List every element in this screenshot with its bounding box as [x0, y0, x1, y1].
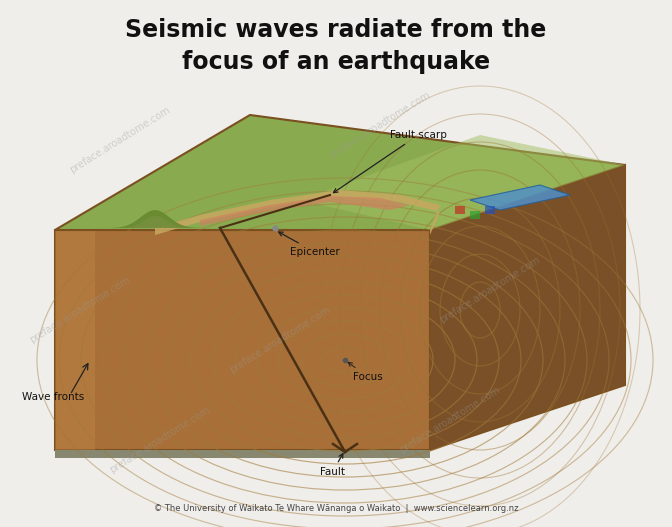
- Text: preface.aroadtome.com: preface.aroadtome.com: [398, 385, 502, 455]
- Polygon shape: [485, 206, 495, 214]
- Polygon shape: [455, 206, 465, 214]
- Text: preface.aroadtome.com: preface.aroadtome.com: [68, 105, 172, 175]
- Polygon shape: [55, 115, 625, 230]
- Text: © The University of Waikato Te Whare Wānanga o Waikato  |  www.sciencelearn.org.: © The University of Waikato Te Whare Wān…: [154, 504, 518, 513]
- Text: focus of an earthquake: focus of an earthquake: [182, 50, 490, 74]
- Text: Focus: Focus: [348, 362, 383, 382]
- Text: Fault: Fault: [320, 454, 345, 477]
- Polygon shape: [470, 185, 570, 210]
- Polygon shape: [200, 196, 410, 226]
- Text: Wave fronts: Wave fronts: [22, 392, 84, 402]
- Text: preface.aroadtome.com: preface.aroadtome.com: [28, 275, 132, 345]
- Polygon shape: [55, 230, 430, 450]
- Text: preface.aroadtome.com: preface.aroadtome.com: [228, 305, 332, 375]
- Polygon shape: [155, 190, 440, 235]
- Text: Fault scarp: Fault scarp: [333, 130, 447, 193]
- Polygon shape: [55, 230, 430, 450]
- Polygon shape: [100, 210, 230, 228]
- Polygon shape: [300, 135, 625, 230]
- Polygon shape: [55, 450, 430, 458]
- Polygon shape: [55, 230, 95, 450]
- Text: preface.aroadtome.com: preface.aroadtome.com: [108, 405, 212, 475]
- Text: preface.aroadtome.com: preface.aroadtome.com: [328, 90, 432, 160]
- Text: Seismic waves radiate from the: Seismic waves radiate from the: [126, 18, 546, 42]
- Polygon shape: [470, 211, 480, 219]
- Text: Epicenter: Epicenter: [279, 232, 340, 257]
- Polygon shape: [430, 165, 625, 450]
- Text: preface.aroadtome.com: preface.aroadtome.com: [438, 255, 542, 325]
- Polygon shape: [120, 216, 200, 228]
